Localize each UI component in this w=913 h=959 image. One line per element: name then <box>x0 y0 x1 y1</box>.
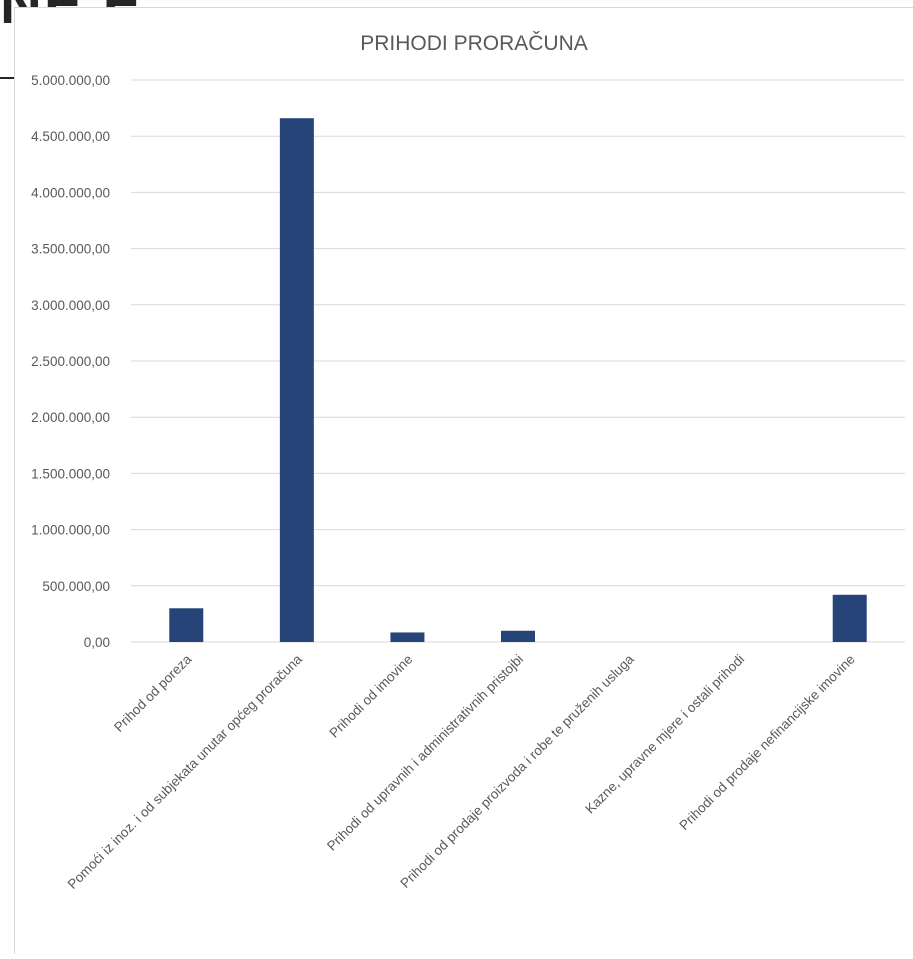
y-tick-label: 4.000.000,00 <box>31 185 110 200</box>
y-tick-label: 2.500.000,00 <box>31 354 110 369</box>
y-tick-label: 3.000.000,00 <box>31 298 110 313</box>
y-tick-label: 2.000.000,00 <box>31 410 110 425</box>
gridlines <box>131 79 905 643</box>
y-tick-label: 3.500.000,00 <box>31 242 110 257</box>
bar <box>501 630 535 642</box>
chart-container: PRIHODI PRORAČUNA 0,00 500.000,00 1.000.00… <box>14 7 913 954</box>
y-tick-label: 5.000.000,00 <box>31 73 110 88</box>
bars <box>169 118 867 642</box>
chart-title: PRIHODI PRORAČUNA <box>360 32 588 55</box>
x-tick-label: Prihodi od prodaje proizvoda i robe te p… <box>397 651 637 891</box>
x-tick-label: Prihodi od imovine <box>326 652 415 741</box>
y-tick-label: 0,00 <box>84 635 110 650</box>
bar <box>390 632 425 642</box>
y-tick-label: 500.000,00 <box>42 579 110 594</box>
x-tick-label: Prihodi od prodaje nefinancijske imovine <box>676 652 857 833</box>
x-tick-label: Prihod od poreza <box>111 651 195 735</box>
y-tick-label: 1.000.000,00 <box>31 523 110 538</box>
x-tick-label: Prihodi od upravnih i administrativnih p… <box>324 652 526 854</box>
bar-chart: PRIHODI PRORAČUNA 0,00 500.000,00 1.000.00… <box>31 32 905 892</box>
bar <box>169 608 204 642</box>
bar <box>832 594 867 642</box>
y-tick-label: 4.500.000,00 <box>31 129 110 144</box>
bar <box>279 118 314 642</box>
y-tick-label: 1.500.000,00 <box>31 466 110 481</box>
y-axis-tick-labels: 0,00 500.000,00 1.000.000,00 1.500.000,00 2.… <box>31 73 110 650</box>
x-tick-label: Pomoći iz inoz. i od subjekata unutar op… <box>65 651 306 892</box>
